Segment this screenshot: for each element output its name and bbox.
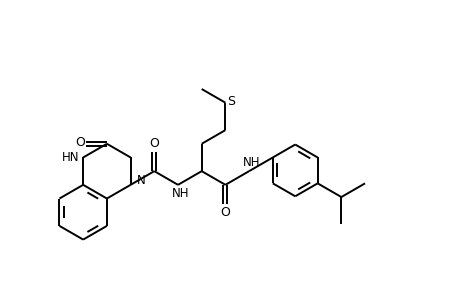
Text: NH: NH — [242, 156, 260, 169]
Text: N: N — [136, 174, 145, 188]
Text: NH: NH — [171, 187, 189, 200]
Text: O: O — [149, 137, 159, 150]
Text: HN: HN — [62, 151, 79, 164]
Text: S: S — [227, 95, 235, 108]
Text: O: O — [75, 136, 85, 149]
Text: O: O — [220, 206, 230, 219]
